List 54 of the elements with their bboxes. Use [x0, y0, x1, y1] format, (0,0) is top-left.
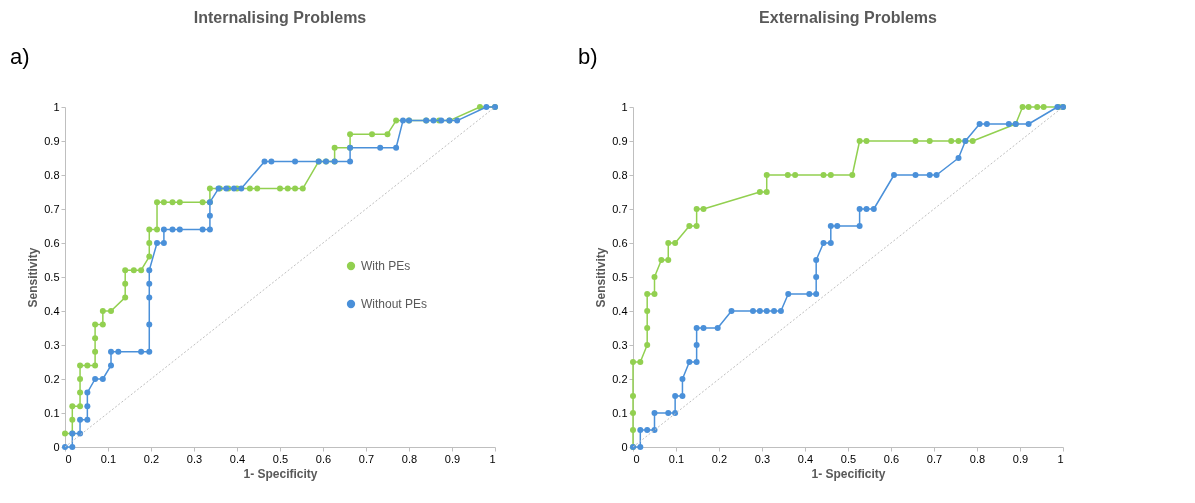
x-axis-title: 1- Specificity	[243, 466, 318, 481]
x-tick-label: 0.8	[969, 452, 986, 465]
y-tick-label: 0.8	[612, 168, 628, 181]
x-tick-label: 0.3	[186, 452, 203, 465]
y-tick-label: 0.3	[612, 338, 628, 351]
y-axis-title: Sensitivity	[26, 247, 41, 308]
y-tick-label: 0.7	[44, 202, 60, 215]
y-tick-label: 1	[621, 100, 628, 113]
legend-label: Without PEs	[361, 297, 428, 311]
chart-title: Internalising Problems	[193, 9, 367, 26]
x-tick-label: 0.7	[926, 452, 943, 465]
legend-label: With PEs	[361, 259, 411, 273]
x-tick-label: 0	[65, 452, 72, 465]
x-tick-label: 0.1	[100, 452, 117, 465]
y-tick-label: 0.9	[44, 134, 60, 147]
y-tick-label: 1	[53, 100, 60, 113]
x-tick-label: 0.8	[401, 452, 418, 465]
x-tick-label: 1	[489, 452, 496, 465]
x-tick-label: 0.9	[444, 452, 461, 465]
y-tick-label: 0.4	[44, 304, 60, 317]
y-tick-label: 0.4	[612, 304, 628, 317]
x-tick-label: 0.7	[358, 452, 375, 465]
y-tick-label: 0.5	[44, 270, 60, 283]
x-tick-label: 0.4	[797, 452, 814, 465]
chart-title: Externalising Problems	[759, 9, 938, 26]
x-tick-label: 1	[1057, 452, 1064, 465]
text: b)	[578, 44, 598, 69]
x-tick-label: 0.6	[315, 452, 332, 465]
x-tick-label: 0.2	[711, 452, 728, 465]
y-tick-label: 0.7	[612, 202, 628, 215]
y-tick-label: 0.2	[612, 372, 628, 385]
y-tick-label: 0.6	[612, 236, 628, 249]
y-tick-label: 0.6	[44, 236, 60, 249]
y-tick-label: 0.8	[44, 168, 60, 181]
y-tick-label: 0.5	[612, 270, 628, 283]
y-tick-label: 0.1	[612, 406, 628, 419]
x-tick-label: 0.2	[143, 452, 160, 465]
y-tick-label: 0.2	[44, 372, 60, 385]
y-tick-label: 0	[621, 440, 628, 453]
y-tick-label: 0.9	[612, 134, 628, 147]
y-tick-label: 0.3	[44, 338, 60, 351]
x-tick-label: 0.9	[1012, 452, 1029, 465]
x-tick-label: 0.6	[883, 452, 900, 465]
text: a)	[10, 44, 30, 69]
x-tick-label: 0.5	[272, 452, 289, 465]
y-tick-label: 0	[53, 440, 60, 453]
x-tick-label: 0	[633, 452, 640, 465]
x-tick-label: 0.1	[668, 452, 685, 465]
x-tick-label: 0.4	[229, 452, 246, 465]
x-tick-label: 0.3	[754, 452, 771, 465]
x-tick-label: 0.5	[840, 452, 857, 465]
y-axis-title: Sensitivity	[594, 247, 609, 308]
y-tick-label: 0.1	[44, 406, 60, 419]
x-axis-title: 1- Specificity	[811, 466, 886, 481]
